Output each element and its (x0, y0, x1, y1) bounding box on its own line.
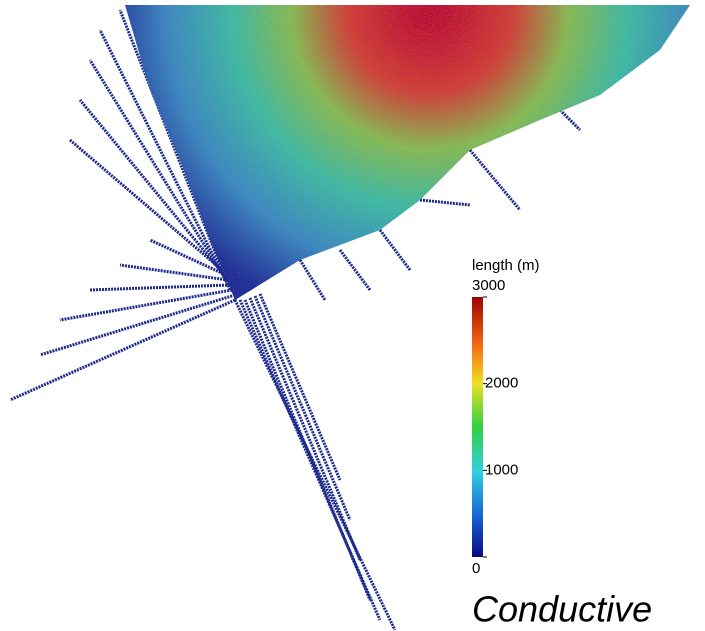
colorbar-title: length (m) (472, 257, 540, 274)
colorbar (472, 297, 483, 557)
colorbar-tick-label: 0 (472, 560, 480, 577)
colorbar-tick-label: 2000 (485, 375, 518, 392)
colorbar-tick-label: 3000 (472, 277, 505, 294)
caption: Conductive (472, 589, 652, 630)
fracture-network (9, 5, 690, 631)
colorbar-tick-label: 1000 (485, 461, 518, 478)
